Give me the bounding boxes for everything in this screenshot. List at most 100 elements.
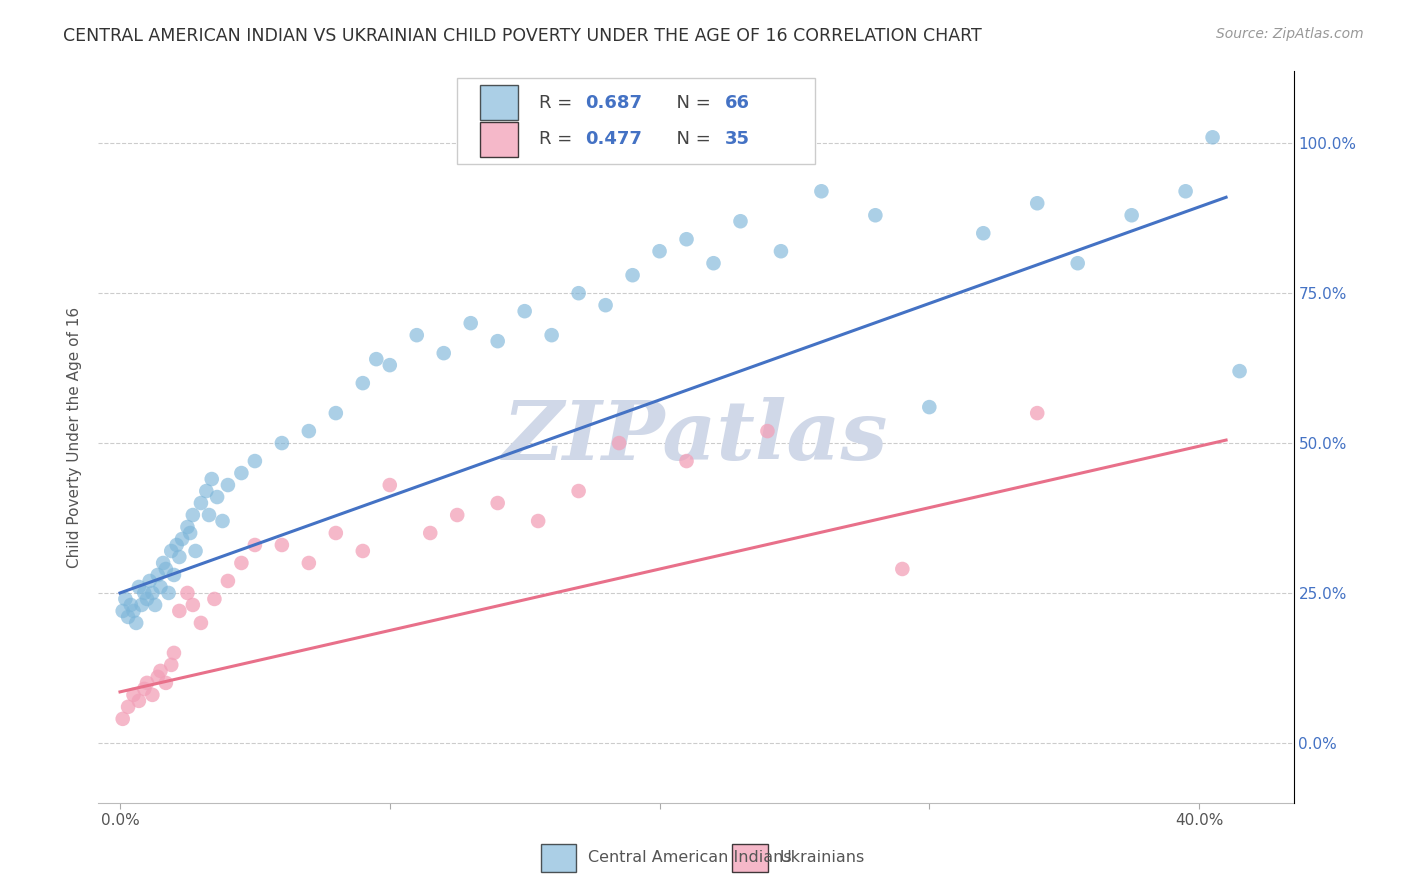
Point	[111, 712, 134, 726]
Text: CENTRAL AMERICAN INDIAN VS UKRAINIAN CHILD POVERTY UNDER THE AGE OF 16 CORRELATI: CENTRAL AMERICAN INDIAN VS UKRAINIAN CHI…	[63, 27, 981, 45]
Point	[152, 556, 174, 570]
Point	[621, 268, 644, 283]
Point	[702, 256, 724, 270]
Point	[201, 472, 224, 486]
Point	[184, 544, 207, 558]
Point	[675, 454, 697, 468]
Point	[138, 574, 160, 588]
Point	[1201, 130, 1223, 145]
FancyBboxPatch shape	[541, 844, 576, 871]
Point	[1026, 196, 1049, 211]
Point	[527, 514, 550, 528]
Point	[433, 346, 456, 360]
Point	[198, 508, 221, 522]
Point	[176, 520, 198, 534]
Point	[141, 688, 163, 702]
Point	[298, 556, 321, 570]
Point	[149, 664, 172, 678]
Point	[595, 298, 617, 312]
Point	[918, 400, 941, 414]
Text: 0.477: 0.477	[585, 130, 641, 148]
Text: 66: 66	[724, 94, 749, 112]
Point	[325, 406, 347, 420]
Point	[1174, 184, 1197, 198]
Point	[513, 304, 536, 318]
Point	[540, 328, 562, 343]
Point	[169, 604, 191, 618]
Point	[460, 316, 482, 330]
Point	[179, 526, 201, 541]
Point	[211, 514, 233, 528]
Point	[160, 544, 183, 558]
Point	[155, 676, 177, 690]
Point	[891, 562, 914, 576]
Point	[160, 657, 183, 672]
Point	[136, 591, 159, 606]
Point	[730, 214, 752, 228]
Point	[163, 646, 186, 660]
Point	[675, 232, 697, 246]
Point	[149, 580, 172, 594]
Point	[1229, 364, 1251, 378]
Point	[190, 615, 212, 630]
Point	[446, 508, 468, 522]
Point	[131, 598, 153, 612]
Point	[176, 586, 198, 600]
Point	[128, 694, 150, 708]
Text: R =: R =	[540, 130, 578, 148]
Point	[114, 591, 136, 606]
Text: Source: ZipAtlas.com: Source: ZipAtlas.com	[1216, 27, 1364, 41]
Point	[810, 184, 832, 198]
Point	[325, 526, 347, 541]
Point	[120, 598, 142, 612]
Point	[181, 598, 204, 612]
Point	[117, 610, 139, 624]
Point	[166, 538, 188, 552]
FancyBboxPatch shape	[479, 121, 517, 157]
Text: Ukrainians: Ukrainians	[780, 850, 865, 865]
Text: ZIPatlas: ZIPatlas	[503, 397, 889, 477]
Point	[125, 615, 148, 630]
Point	[756, 424, 779, 438]
Point	[141, 586, 163, 600]
Point	[1026, 406, 1049, 420]
Point	[243, 538, 266, 552]
FancyBboxPatch shape	[457, 78, 815, 164]
Point	[122, 604, 145, 618]
Point	[405, 328, 427, 343]
Point	[1067, 256, 1090, 270]
Point	[270, 538, 292, 552]
Point	[190, 496, 212, 510]
Point	[169, 549, 191, 564]
Point	[607, 436, 630, 450]
Y-axis label: Child Poverty Under the Age of 16: Child Poverty Under the Age of 16	[67, 307, 83, 567]
Point	[769, 244, 792, 259]
Point	[217, 574, 239, 588]
Text: 0.687: 0.687	[585, 94, 641, 112]
Point	[146, 670, 169, 684]
Point	[146, 568, 169, 582]
Point	[181, 508, 204, 522]
Point	[117, 699, 139, 714]
Point	[217, 478, 239, 492]
Point	[378, 478, 401, 492]
FancyBboxPatch shape	[733, 844, 768, 871]
Point	[486, 334, 509, 348]
Text: Central American Indians: Central American Indians	[589, 850, 792, 865]
Point	[352, 376, 374, 391]
FancyBboxPatch shape	[479, 86, 517, 120]
Point	[298, 424, 321, 438]
Point	[122, 688, 145, 702]
Point	[568, 286, 591, 301]
Point	[378, 358, 401, 372]
Point	[486, 496, 509, 510]
Text: N =: N =	[665, 130, 717, 148]
Point	[568, 483, 591, 498]
Text: N =: N =	[665, 94, 717, 112]
Point	[134, 586, 156, 600]
Point	[111, 604, 134, 618]
Point	[143, 598, 166, 612]
Point	[204, 591, 226, 606]
Point	[136, 676, 159, 690]
Point	[231, 556, 253, 570]
